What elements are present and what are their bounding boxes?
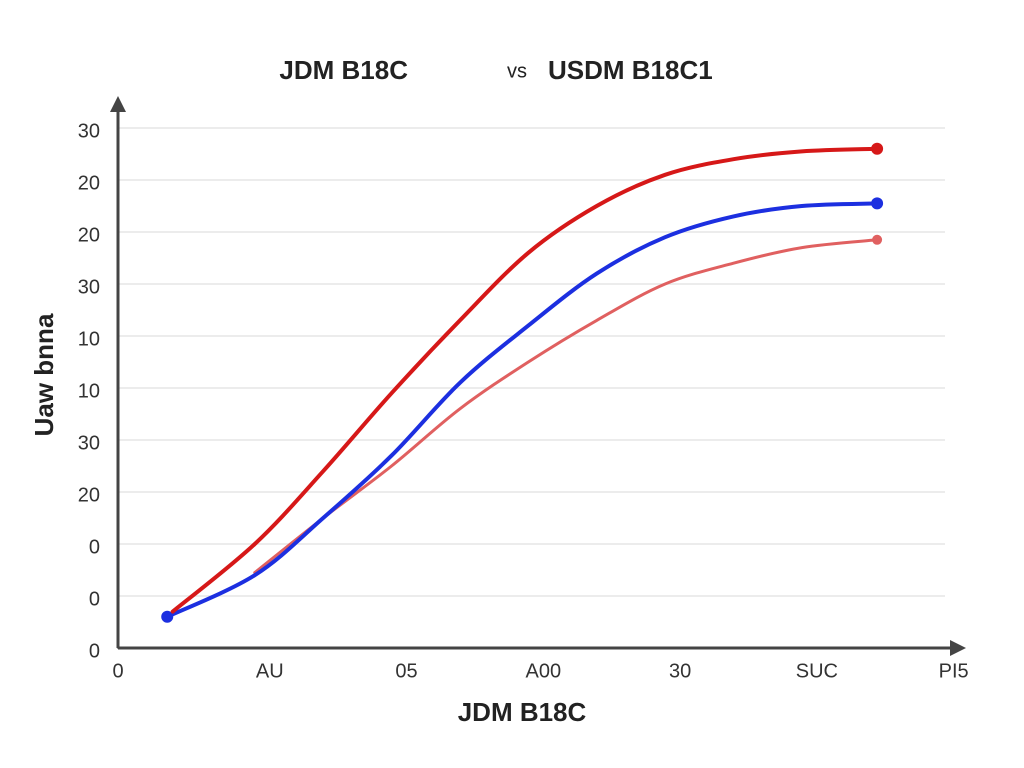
y-tick-label: 0 bbox=[89, 640, 100, 662]
y-tick-label: 20 bbox=[78, 484, 100, 506]
y-tick-label: 10 bbox=[78, 380, 100, 402]
chart-title: JDM B18C bbox=[279, 55, 408, 85]
y-tick-label: 30 bbox=[78, 432, 100, 454]
y-axis-label: Uaw bnna bbox=[29, 313, 59, 436]
y-tick-label: 30 bbox=[78, 120, 100, 142]
y-tick-label: 0 bbox=[89, 588, 100, 610]
chart-title: USDM B18C1 bbox=[548, 55, 713, 85]
x-tick-label: AU bbox=[256, 660, 284, 682]
line bbox=[170, 146, 880, 614]
y-tick-label: 10 bbox=[78, 328, 100, 350]
x-tick-label: A00 bbox=[526, 660, 562, 682]
y-tick-label: 20 bbox=[78, 172, 100, 194]
end-marker bbox=[872, 234, 883, 245]
line bbox=[165, 201, 880, 619]
y-axis-arrow bbox=[110, 96, 126, 112]
line bbox=[253, 238, 879, 575]
x-tick-label: 30 bbox=[669, 660, 691, 682]
y-tick-label: 30 bbox=[78, 276, 100, 298]
x-tick-label: 0 bbox=[112, 660, 123, 682]
x-tick-label: PI5 bbox=[939, 660, 969, 682]
end-marker bbox=[871, 142, 884, 155]
end-marker bbox=[871, 197, 884, 210]
end-marker bbox=[161, 610, 174, 623]
x-axis-label: JDM B18C bbox=[458, 697, 587, 727]
x-axis-arrow bbox=[950, 640, 966, 656]
y-tick-label: 20 bbox=[78, 224, 100, 246]
x-tick-label: SUC bbox=[796, 660, 838, 682]
chart-title: vs bbox=[507, 60, 527, 82]
y-tick-label: 0 bbox=[89, 536, 100, 558]
x-tick-label: 05 bbox=[395, 660, 417, 682]
axes bbox=[110, 96, 966, 656]
